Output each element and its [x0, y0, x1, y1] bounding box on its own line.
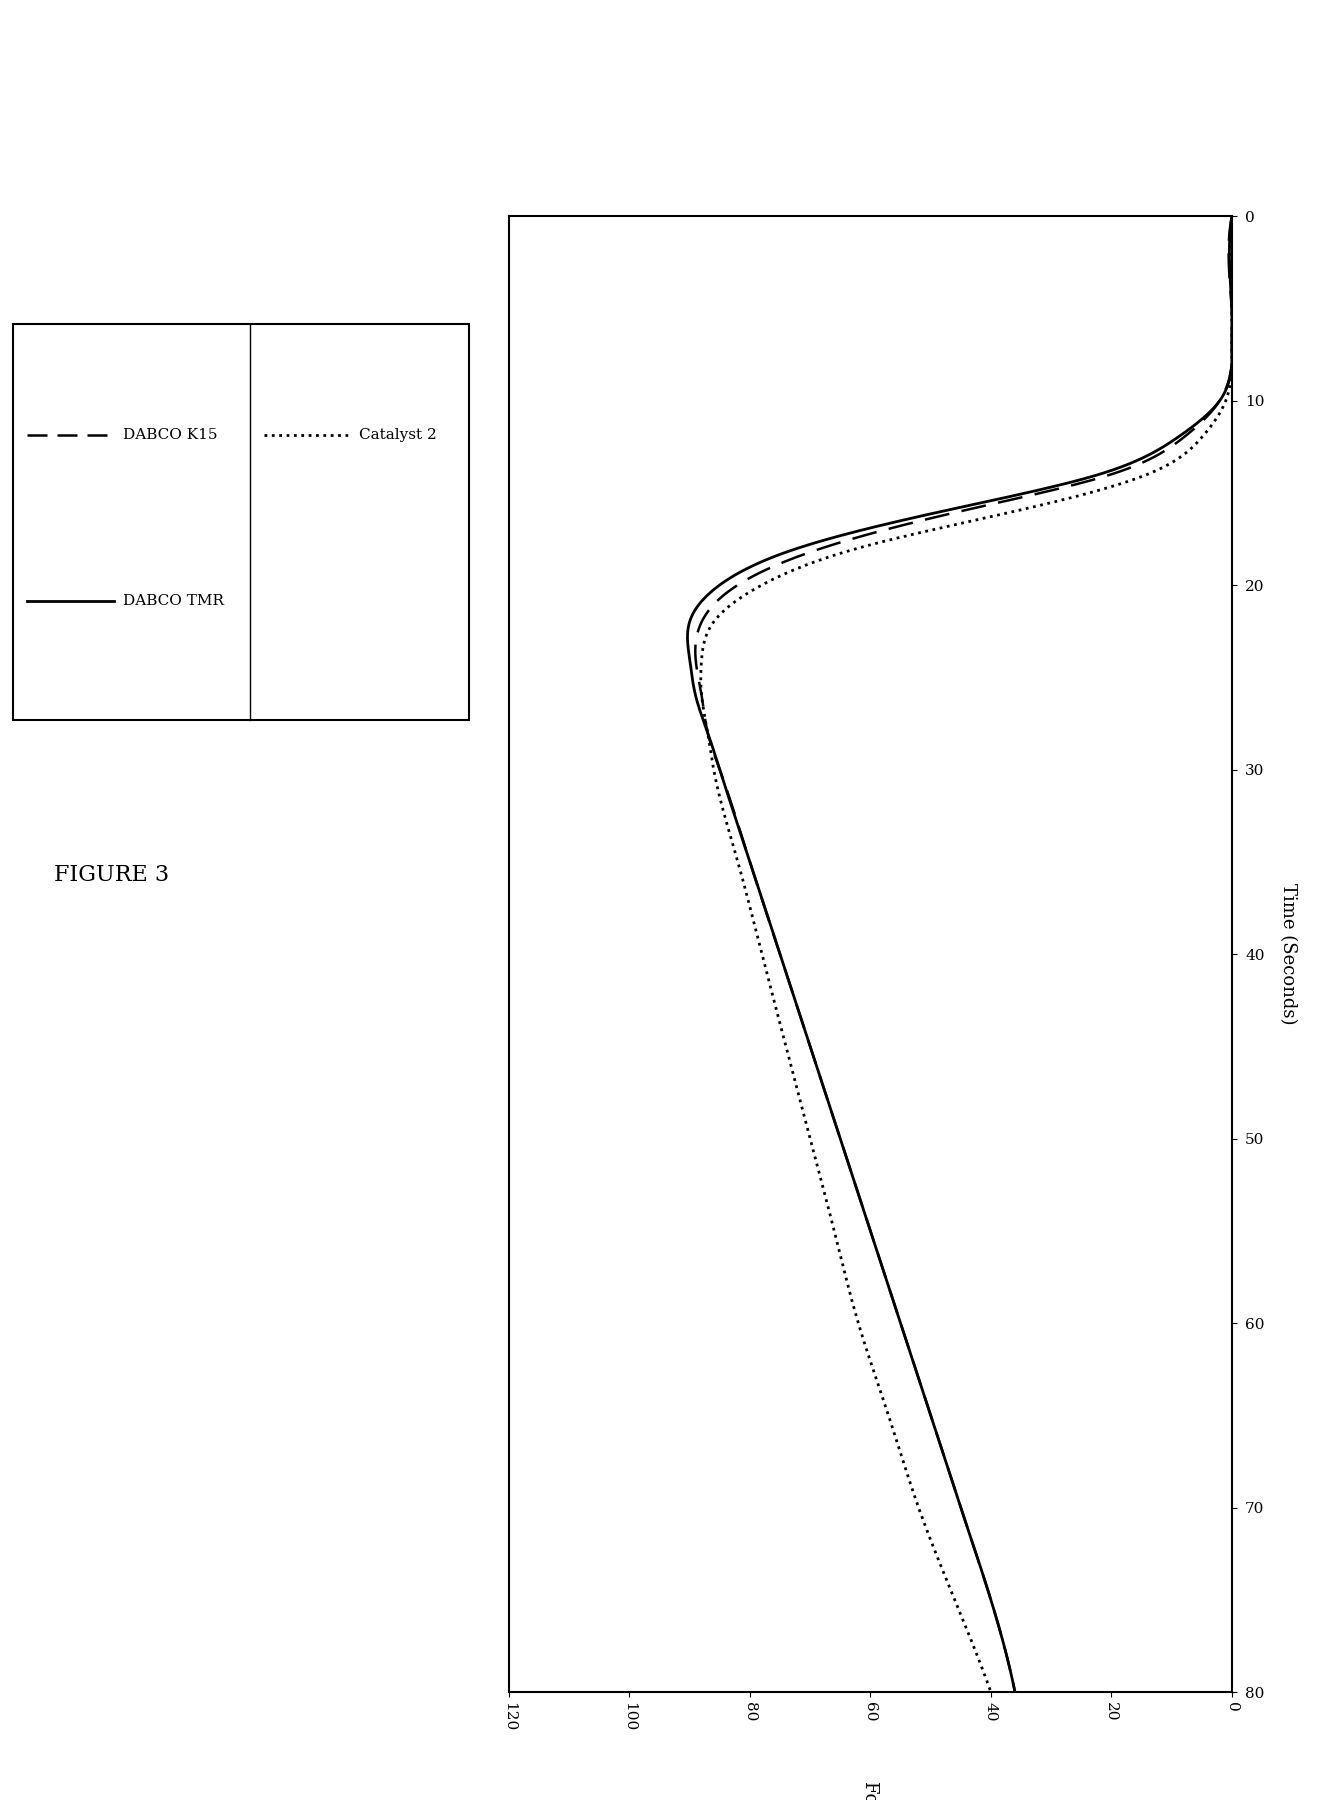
Line: DABCO K15: DABCO K15	[695, 216, 1232, 1692]
DABCO TMR	[743, 855, 759, 877]
Y-axis label: Time (Seconds): Time (Seconds)	[1279, 884, 1296, 1024]
DABCO K15	[726, 803, 742, 824]
Line: DABCO TMR: DABCO TMR	[687, 216, 1232, 1692]
DABCO TMR	[726, 803, 742, 824]
DABCO TMR	[916, 1382, 932, 1404]
Catalyst 2	[731, 855, 747, 877]
Catalyst 2	[873, 1382, 889, 1404]
X-axis label: Foam Height (Normalized): Foam Height (Normalized)	[861, 1780, 880, 1800]
Catalyst 2	[1224, 356, 1240, 378]
DABCO TMR	[862, 1219, 878, 1240]
Catalyst 2	[716, 803, 732, 824]
DABCO K15	[916, 1382, 932, 1404]
DABCO K15	[862, 1219, 878, 1240]
DABCO TMR	[907, 1355, 923, 1377]
Catalyst 2	[1224, 205, 1240, 227]
DABCO TMR	[1224, 356, 1240, 378]
Text: Catalyst 2: Catalyst 2	[359, 428, 437, 441]
DABCO K15	[1224, 205, 1240, 227]
Text: DABCO K15: DABCO K15	[123, 428, 217, 441]
DABCO K15	[907, 1355, 923, 1377]
Catalyst 2	[826, 1219, 842, 1240]
DABCO K15	[1224, 356, 1240, 378]
Catalyst 2	[864, 1355, 880, 1377]
Catalyst 2	[983, 1681, 999, 1703]
Text: DABCO TMR: DABCO TMR	[123, 594, 224, 608]
DABCO K15	[743, 855, 759, 877]
Line: Catalyst 2: Catalyst 2	[700, 216, 1232, 1692]
Text: FIGURE 3: FIGURE 3	[54, 864, 169, 886]
DABCO K15	[1007, 1681, 1023, 1703]
DABCO TMR	[1007, 1681, 1023, 1703]
DABCO TMR	[1224, 205, 1240, 227]
